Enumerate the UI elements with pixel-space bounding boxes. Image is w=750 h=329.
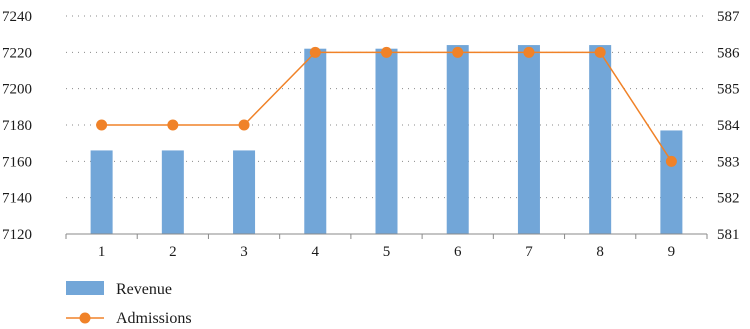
x-tick-label: 5 xyxy=(383,244,391,260)
point-admissions-7 xyxy=(523,46,535,58)
y-right-tick-label: 583 xyxy=(717,154,740,170)
y-left-tick-label: 7240 xyxy=(2,9,32,25)
x-tick-label: 7 xyxy=(525,244,533,260)
point-admissions-2 xyxy=(167,119,179,131)
x-tick-label: 1 xyxy=(98,244,106,260)
y-left-tick-label: 7180 xyxy=(2,118,32,134)
x-tick-label: 9 xyxy=(668,244,676,260)
x-tick-label: 3 xyxy=(240,244,248,260)
x-tick-label: 8 xyxy=(596,244,604,260)
bar-revenue-9 xyxy=(660,130,683,234)
point-admissions-9 xyxy=(665,155,677,167)
point-admissions-4 xyxy=(309,46,321,58)
legend-label-admissions: Admissions xyxy=(116,310,192,327)
bar-revenue-1 xyxy=(90,150,113,234)
bar-revenue-7 xyxy=(517,45,540,234)
point-admissions-6 xyxy=(452,46,464,58)
y-left-tick-label: 7160 xyxy=(2,154,32,170)
bar-revenue-4 xyxy=(304,48,327,235)
y-right-tick-label: 587 xyxy=(717,9,740,25)
point-admissions-5 xyxy=(381,46,392,58)
y-right-tick-label: 586 xyxy=(717,45,740,61)
y-right-tick-label: 581 xyxy=(717,227,740,243)
y-left-tick-label: 7120 xyxy=(2,227,32,243)
bar-revenue-3 xyxy=(233,150,256,234)
x-tick-label: 2 xyxy=(169,244,177,260)
x-tick-label: 6 xyxy=(454,244,462,260)
point-admissions-1 xyxy=(96,119,108,131)
bar-revenue-6 xyxy=(446,45,469,234)
x-tick-label: 4 xyxy=(312,244,320,260)
legend-swatch-revenue xyxy=(66,281,104,295)
y-left-tick-label: 7140 xyxy=(2,191,32,207)
bar-revenue-8 xyxy=(589,45,612,234)
legend-marker-admissions xyxy=(79,312,91,324)
point-admissions-8 xyxy=(594,46,606,58)
y-left-tick-label: 7200 xyxy=(2,82,32,98)
bar-revenue-2 xyxy=(161,150,184,234)
legend-label-revenue: Revenue xyxy=(116,281,172,298)
y-right-tick-label: 584 xyxy=(717,118,740,134)
y-right-tick-label: 582 xyxy=(717,191,740,207)
y-right-tick-label: 585 xyxy=(717,82,740,98)
bar-revenue-5 xyxy=(375,48,398,235)
point-admissions-3 xyxy=(238,119,250,131)
y-left-tick-label: 7220 xyxy=(2,45,32,61)
